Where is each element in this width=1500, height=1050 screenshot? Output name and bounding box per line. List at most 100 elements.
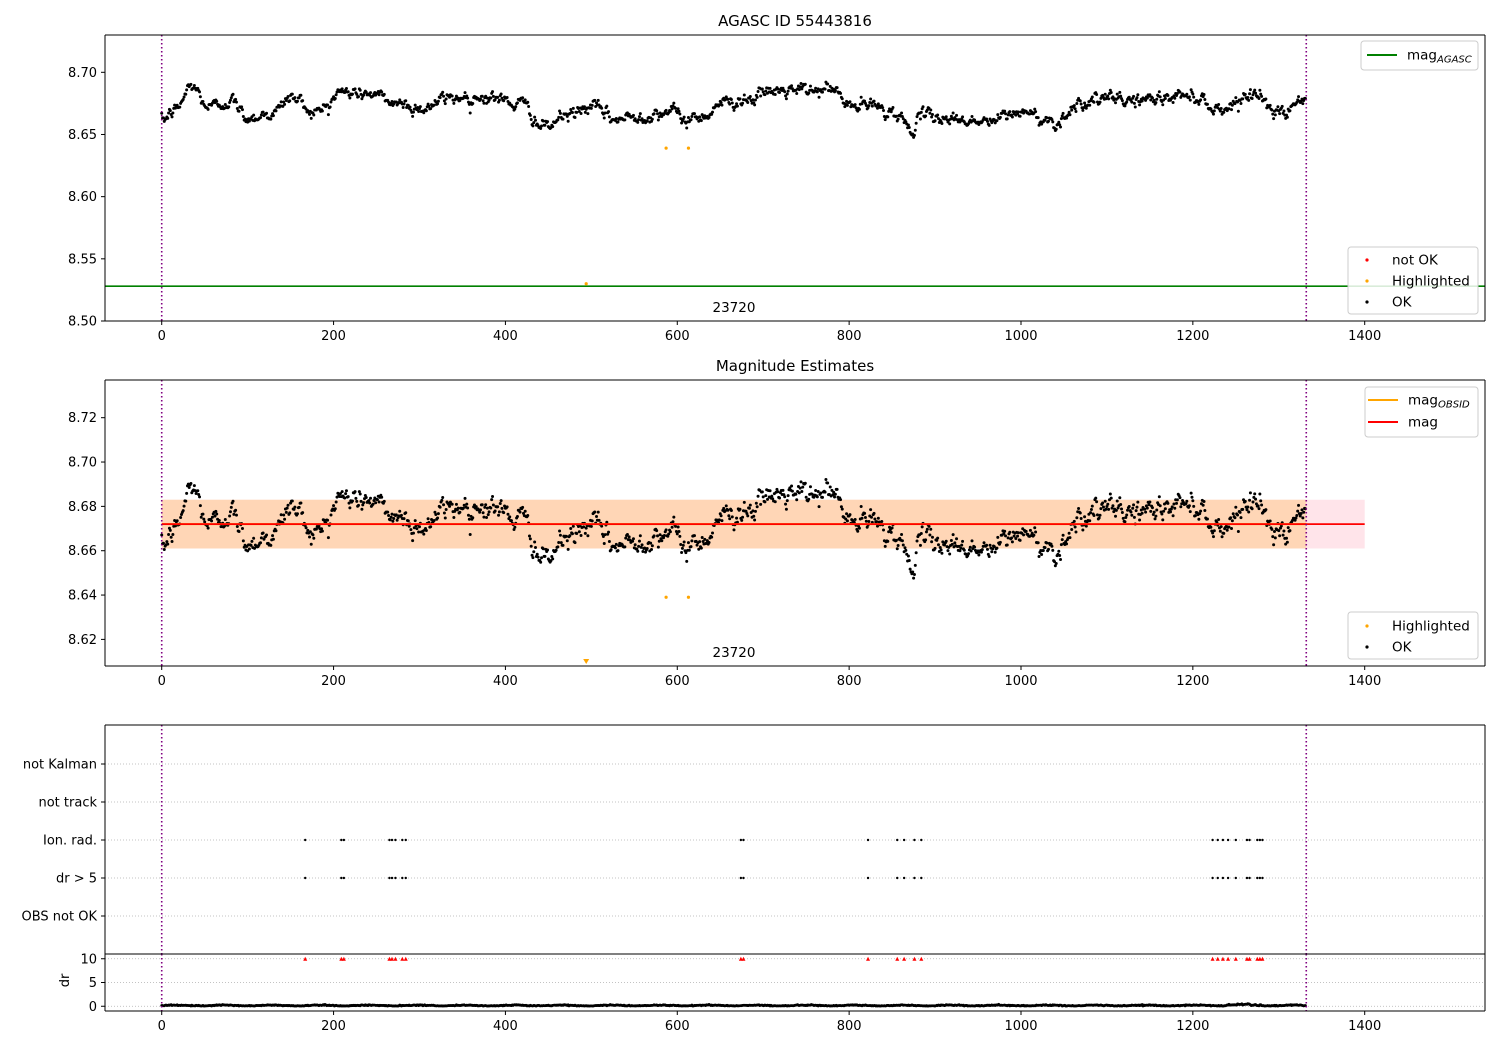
ok-point	[271, 534, 275, 538]
ok-point	[920, 525, 924, 529]
ok-point	[998, 115, 1002, 119]
ok-point	[500, 506, 504, 510]
ok-point	[166, 542, 170, 546]
dr-clipped-marker	[1247, 956, 1252, 961]
ok-point	[760, 87, 764, 91]
ok-point	[586, 112, 590, 116]
ok-point	[1277, 529, 1281, 533]
ok-point	[1003, 109, 1007, 113]
ok-point	[1264, 508, 1268, 512]
ok-point	[764, 494, 768, 498]
ok-point	[595, 515, 599, 519]
ok-point	[781, 488, 785, 492]
ok-point	[528, 113, 532, 117]
ok-point	[1079, 516, 1083, 520]
ok-point	[312, 113, 316, 117]
ok-point	[320, 529, 324, 533]
ok-point	[398, 509, 402, 513]
ok-point	[790, 489, 794, 493]
ok-point	[499, 92, 503, 96]
ok-point	[1127, 505, 1131, 508]
ok-point	[546, 548, 550, 552]
ok-point	[160, 533, 164, 537]
ok-point	[1233, 516, 1237, 520]
ok-point	[753, 518, 757, 522]
ok-point	[1259, 499, 1263, 503]
ok-point	[359, 499, 363, 503]
ok-point	[773, 500, 777, 504]
ok-point	[443, 516, 447, 520]
ok-point	[833, 495, 837, 499]
ok-point	[1155, 508, 1159, 512]
ok-point	[1248, 498, 1252, 502]
ok-point	[991, 547, 995, 551]
ok-point	[1243, 92, 1247, 96]
ok-point	[382, 499, 386, 503]
ok-point	[362, 501, 366, 505]
ok-point	[1095, 500, 1099, 504]
ok-point	[1175, 498, 1179, 502]
ok-point	[181, 98, 185, 102]
ok-point	[228, 101, 232, 105]
ok-point	[677, 530, 681, 534]
ok-point	[890, 526, 894, 530]
ok-point	[1097, 516, 1101, 520]
ok-point	[1241, 507, 1245, 511]
ok-point	[539, 127, 543, 130]
ok-point	[856, 529, 860, 533]
ok-point	[240, 527, 244, 531]
ok-point	[566, 547, 570, 551]
ok-point	[448, 504, 452, 508]
ok-point	[880, 520, 884, 524]
ok-point	[1247, 98, 1251, 102]
ok-point	[1095, 513, 1099, 517]
ok-point	[486, 513, 490, 517]
ok-point	[1161, 103, 1165, 107]
ok-point	[687, 548, 691, 552]
ok-point	[590, 103, 594, 107]
ok-point	[1111, 95, 1115, 99]
ok-point	[228, 510, 232, 514]
ok-point	[913, 563, 917, 567]
ok-point	[436, 99, 440, 103]
ok-point	[584, 526, 588, 530]
ok-point	[918, 543, 922, 547]
ok-point	[1231, 512, 1235, 516]
ok-point	[913, 128, 917, 132]
ok-point	[781, 86, 785, 90]
ok-point	[531, 556, 535, 560]
flag-point	[742, 838, 745, 842]
ok-point	[1018, 538, 1022, 542]
ok-point	[927, 524, 931, 528]
ok-point	[187, 485, 191, 489]
ok-point	[461, 506, 465, 510]
dr-clipped-marker	[1244, 956, 1249, 961]
ok-point	[658, 533, 662, 537]
ok-point	[192, 484, 196, 488]
ok-point	[674, 530, 678, 534]
ok-point	[1166, 501, 1170, 505]
ok-point	[1041, 549, 1045, 553]
ok-point	[480, 94, 484, 98]
ok-point	[299, 501, 303, 505]
flag-point	[342, 838, 346, 842]
ok-point	[206, 526, 210, 530]
ok-point	[429, 107, 433, 111]
ok-point	[1203, 508, 1207, 512]
ok-point	[320, 527, 324, 531]
ok-point	[759, 502, 763, 506]
panel-dr-xtick-label: 200	[321, 1019, 346, 1034]
ok-point	[1090, 95, 1094, 99]
flag-point	[388, 838, 391, 842]
ok-point	[912, 576, 916, 580]
ok-point	[434, 100, 438, 104]
panel-agasc: AGASC ID 55443816 23720 0 200 400 600 800 1000 1…	[68, 12, 1486, 344]
ok-point	[675, 532, 679, 536]
legend-estimates-points	[1347, 611, 1479, 660]
ok-point	[338, 492, 342, 496]
panel-agasc-ytick-label: 8.70	[68, 66, 97, 81]
ok-point	[418, 525, 421, 529]
ok-point	[627, 535, 631, 539]
ok-point	[463, 91, 467, 95]
ok-point	[485, 515, 489, 519]
